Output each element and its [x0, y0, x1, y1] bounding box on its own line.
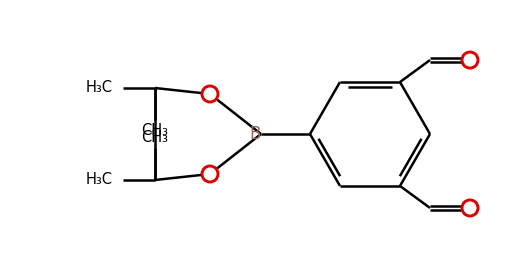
Text: CH₃: CH₃	[141, 130, 168, 145]
Text: H₃C: H₃C	[86, 80, 113, 95]
Text: B: B	[249, 125, 261, 143]
Text: CH₃: CH₃	[141, 123, 168, 138]
Text: H₃C: H₃C	[86, 173, 113, 188]
